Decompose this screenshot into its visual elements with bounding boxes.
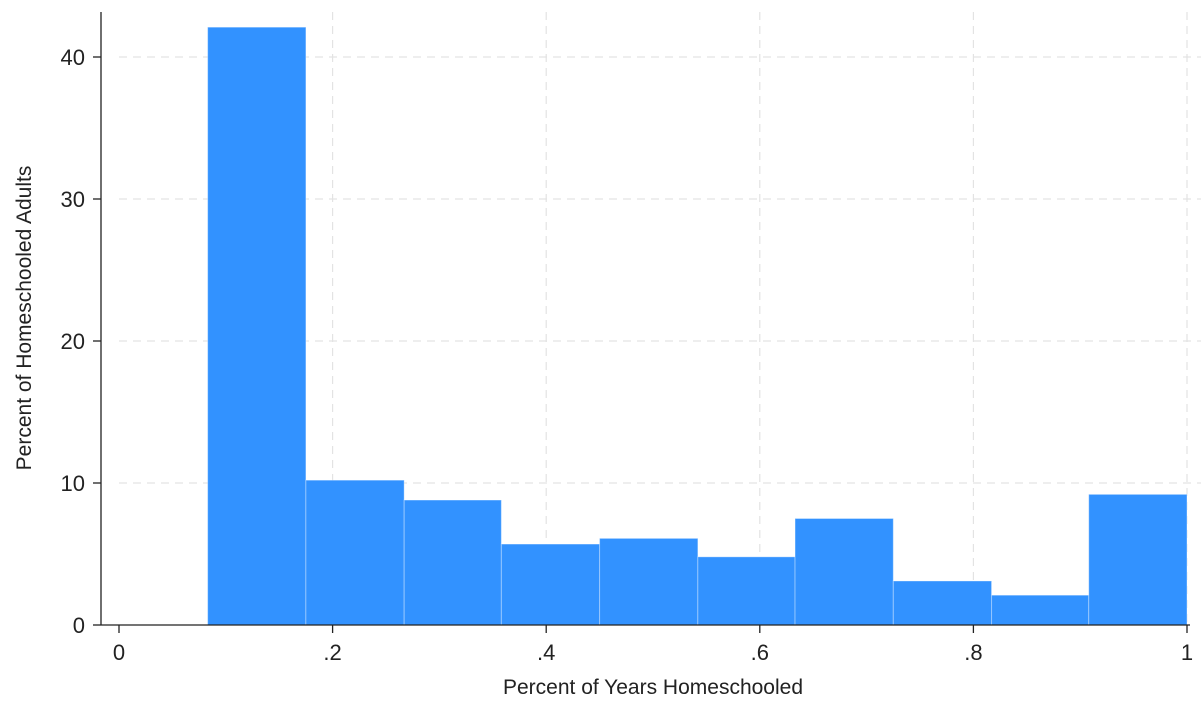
histogram-bar — [1088, 493, 1188, 626]
x-tick-label: 0 — [113, 640, 125, 665]
y-axis-title: Percent of Homeschooled Adults — [13, 166, 36, 471]
x-tick-label: .6 — [751, 640, 769, 665]
y-tick-label: 40 — [61, 45, 85, 70]
y-tick-label: 20 — [61, 329, 85, 354]
x-axis-title: Percent of Years Homeschooled — [503, 676, 803, 699]
histogram-bar — [500, 543, 601, 626]
histogram-bar — [892, 580, 993, 626]
histogram-bar — [207, 26, 307, 626]
axes — [100, 12, 1190, 626]
histogram-bar — [403, 499, 502, 626]
y-tick-label: 10 — [61, 471, 85, 496]
y-tick-label: 0 — [73, 613, 85, 638]
x-tick-label: .4 — [537, 640, 555, 665]
histogram-bar — [794, 518, 894, 626]
tick-marks-and-labels: 0 10 20 30 40 0 .2 .4 .6 .8 1 — [61, 45, 1194, 665]
histogram-bar — [991, 594, 1090, 626]
x-tick-label: 1 — [1181, 640, 1193, 665]
histogram-bar — [599, 537, 699, 626]
histogram-bar — [697, 556, 796, 626]
x-tick-label: .8 — [964, 640, 982, 665]
histogram-bars — [207, 26, 1188, 626]
y-tick-label: 30 — [61, 187, 85, 212]
x-tick-label: .2 — [323, 640, 341, 665]
histogram-bar — [305, 479, 405, 626]
